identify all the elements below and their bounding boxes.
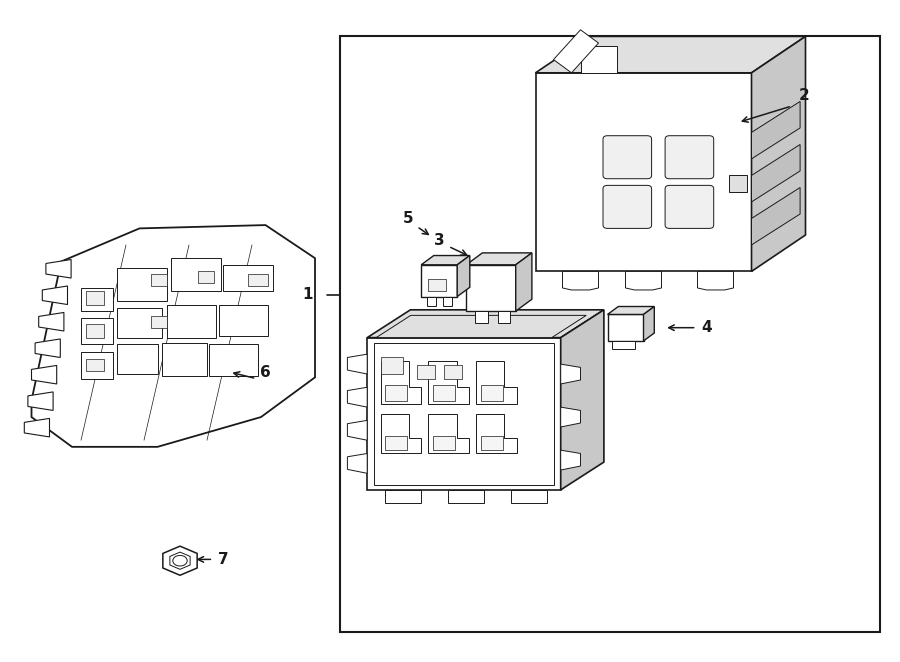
Polygon shape [347, 453, 367, 473]
Bar [374, 343, 554, 485]
Polygon shape [32, 225, 315, 447]
Polygon shape [562, 271, 598, 290]
Bar [729, 175, 747, 192]
Bar [481, 385, 503, 401]
Bar [444, 365, 462, 379]
Polygon shape [561, 364, 581, 384]
Bar [86, 359, 104, 371]
Polygon shape [347, 354, 367, 374]
Bar [86, 324, 104, 338]
FancyBboxPatch shape [665, 136, 714, 179]
Polygon shape [466, 265, 516, 311]
Text: 2: 2 [798, 89, 809, 103]
Polygon shape [162, 343, 207, 376]
Polygon shape [385, 490, 421, 503]
Polygon shape [475, 311, 488, 323]
Bar [248, 274, 268, 286]
Bar [385, 436, 408, 450]
Polygon shape [752, 36, 806, 271]
Polygon shape [46, 260, 71, 278]
Polygon shape [376, 315, 586, 338]
Polygon shape [81, 352, 112, 379]
Polygon shape [117, 344, 158, 374]
Polygon shape [644, 307, 654, 341]
Bar [428, 279, 446, 291]
Polygon shape [367, 310, 604, 338]
FancyBboxPatch shape [603, 136, 652, 179]
Polygon shape [381, 361, 421, 404]
Polygon shape [170, 552, 190, 569]
Polygon shape [421, 265, 457, 297]
Circle shape [173, 555, 187, 566]
Text: 3: 3 [434, 233, 445, 248]
Polygon shape [367, 338, 561, 490]
Polygon shape [219, 305, 268, 336]
Polygon shape [457, 256, 470, 297]
Polygon shape [117, 268, 166, 301]
Text: 1: 1 [302, 287, 313, 302]
Polygon shape [428, 414, 469, 453]
Polygon shape [427, 297, 436, 306]
Polygon shape [752, 187, 800, 245]
Polygon shape [448, 490, 484, 503]
Polygon shape [476, 414, 517, 453]
Polygon shape [428, 361, 469, 404]
Text: 7: 7 [218, 552, 229, 567]
Polygon shape [347, 420, 367, 440]
Polygon shape [476, 361, 517, 404]
Text: 4: 4 [701, 320, 712, 335]
Bar [481, 436, 503, 450]
Bar [198, 271, 214, 283]
Polygon shape [554, 30, 598, 73]
Polygon shape [466, 253, 532, 265]
Polygon shape [421, 256, 470, 265]
Polygon shape [166, 305, 216, 338]
Bar [433, 436, 455, 450]
Polygon shape [561, 310, 604, 490]
Polygon shape [24, 418, 50, 437]
Polygon shape [608, 314, 643, 341]
Polygon shape [536, 36, 806, 73]
Polygon shape [39, 312, 64, 331]
Polygon shape [608, 307, 654, 314]
Polygon shape [612, 341, 634, 349]
Bar [433, 385, 455, 401]
Polygon shape [626, 271, 662, 290]
FancyBboxPatch shape [603, 185, 652, 228]
Polygon shape [42, 286, 68, 305]
Text: 5: 5 [402, 211, 413, 226]
Polygon shape [752, 101, 800, 159]
Polygon shape [698, 271, 733, 290]
Polygon shape [381, 414, 421, 453]
Polygon shape [561, 450, 581, 470]
Polygon shape [498, 311, 510, 323]
Text: 6: 6 [260, 365, 271, 379]
Polygon shape [28, 392, 53, 410]
Bar [340, 36, 880, 632]
Bar [385, 385, 408, 401]
Polygon shape [347, 387, 367, 407]
Polygon shape [752, 144, 800, 202]
Polygon shape [35, 339, 60, 357]
Polygon shape [81, 288, 112, 311]
Polygon shape [561, 407, 581, 427]
Polygon shape [117, 308, 162, 338]
Polygon shape [516, 253, 532, 311]
Polygon shape [163, 546, 197, 575]
FancyBboxPatch shape [665, 185, 714, 228]
Bar [151, 316, 167, 328]
Polygon shape [209, 344, 258, 376]
Bar [151, 274, 167, 286]
Polygon shape [32, 365, 57, 384]
Polygon shape [171, 258, 220, 291]
Polygon shape [536, 73, 752, 271]
Bar [381, 357, 403, 374]
Bar [417, 365, 435, 379]
Bar [86, 291, 104, 305]
Polygon shape [580, 46, 616, 73]
Polygon shape [443, 297, 452, 306]
Polygon shape [511, 490, 547, 503]
Polygon shape [81, 318, 112, 344]
Polygon shape [223, 265, 273, 291]
